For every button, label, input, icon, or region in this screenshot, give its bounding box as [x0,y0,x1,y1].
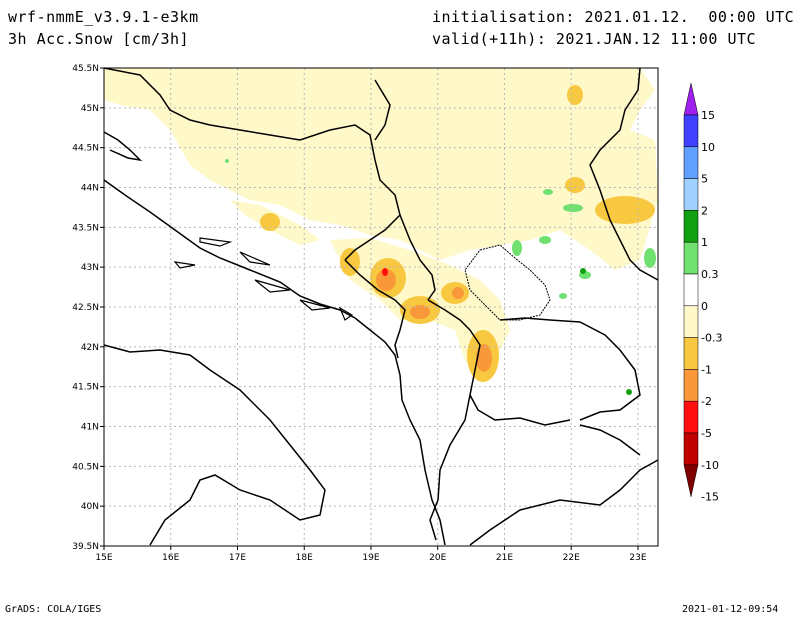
lat-tick-label: 41N [81,423,99,433]
colorbar-segment [683,114,699,148]
colorbar-label: 5 [701,173,708,186]
colorbar-label: -2 [701,395,712,408]
lon-tick-label: 22E [563,553,580,563]
colorbar-bottom-arrow [683,464,699,497]
footer-credit: GrADS: COLA/IGES [5,604,102,615]
lon-tick-label: 15E [95,553,112,563]
lat-tick-label: 42.5N [72,303,99,313]
positive-snow-patches [225,159,656,299]
colorbar-label: -1 [701,363,712,376]
light-snow-north [104,68,658,270]
init-time: initialisation: 2021.01.12. 00:00 UTC [432,8,795,26]
italy-coast [103,344,326,546]
colorbar-segment [683,210,699,243]
montenegro-border [344,259,471,359]
gridlines [104,68,658,546]
lon-tick-label: 23E [629,553,646,563]
colorbar-label: 0.3 [701,268,719,281]
lat-tick-label: 44N [81,184,99,194]
latitude-ticks: 45.5N 45N 44.5N 44N 43.5N 43N 42.5N 42N 41.5N 41N… [72,64,104,552]
colorbar-segment [683,337,699,370]
lon-tick-label: 21E [496,553,513,563]
lat-tick-label: 39.5N [72,542,99,552]
lat-tick-label: 43N [81,263,99,273]
lat-tick-label: 45.5N [72,64,99,74]
footer-timestamp: 2021-01-12-09:54 [682,604,779,615]
longitude-ticks: 15E 16E 17E 18E 19E 20E 21E 22E 23E [95,546,647,563]
colorbar-segment [683,273,699,307]
colorbar: 15 10 5 2 1 0.3 0 -0.3 -1 -2 -5 -10 -15 [683,82,722,504]
lat-tick-label: 40.5N [72,462,99,472]
colorbar-top-arrow [683,82,699,116]
model-title: wrf-nmmE_v3.9.1-e3km [8,8,199,26]
colorbar-segment [683,432,699,466]
lat-tick-label: 45N [81,104,99,114]
colorbar-segment [683,305,699,338]
lat-tick-label: 44.5N [72,144,99,154]
greece-coast [429,424,659,546]
lat-tick-label: 42N [81,343,99,353]
coastlines-and-borders [103,67,659,546]
croatia-bosnia-border [103,67,401,261]
colorbar-label: 15 [701,109,715,122]
colorbar-segment [683,400,699,434]
lat-tick-label: 41.5N [72,383,99,393]
valid-time: valid(+11h): 2021.JAN.12 11:00 UTC [432,30,757,48]
colorbar-label: -0.3 [701,332,722,345]
lon-tick-label: 18E [296,553,313,563]
dalmatian-islands [173,237,354,321]
lat-tick-label: 43.5N [72,223,99,233]
heavy-snow-patches [376,269,492,372]
very-heavy-snow-patches [382,268,388,276]
colorbar-segment [683,178,699,211]
bosnia-serbia-border [374,79,436,301]
lon-tick-label: 20E [429,553,446,563]
colorbar-label: 10 [701,141,715,154]
lon-tick-label: 17E [229,553,246,563]
colorbar-label: 2 [701,204,708,217]
lon-tick-label: 16E [162,553,179,563]
colorbar-label: 1 [701,236,708,249]
colorbar-segment [683,369,699,402]
lon-tick-label: 19E [362,553,379,563]
colorbar-segment [683,241,699,275]
colorbar-label: 0 [701,300,708,313]
adriatic-coast [103,131,446,546]
north-macedonia-border [499,317,641,421]
strong-positive-snow-patches [580,268,632,395]
kosovo-border [464,244,551,321]
bulgaria-border [589,67,659,281]
snow-shading [104,68,658,395]
lat-tick-label: 40N [81,502,99,512]
colorbar-label: -5 [701,427,712,440]
colorbar-label: -10 [701,459,719,472]
field-title: 3h Acc.Snow [cm/3h] [8,30,190,48]
albania-border [437,329,571,501]
colorbar-label: -15 [701,491,719,504]
colorbar-segment [683,146,699,179]
